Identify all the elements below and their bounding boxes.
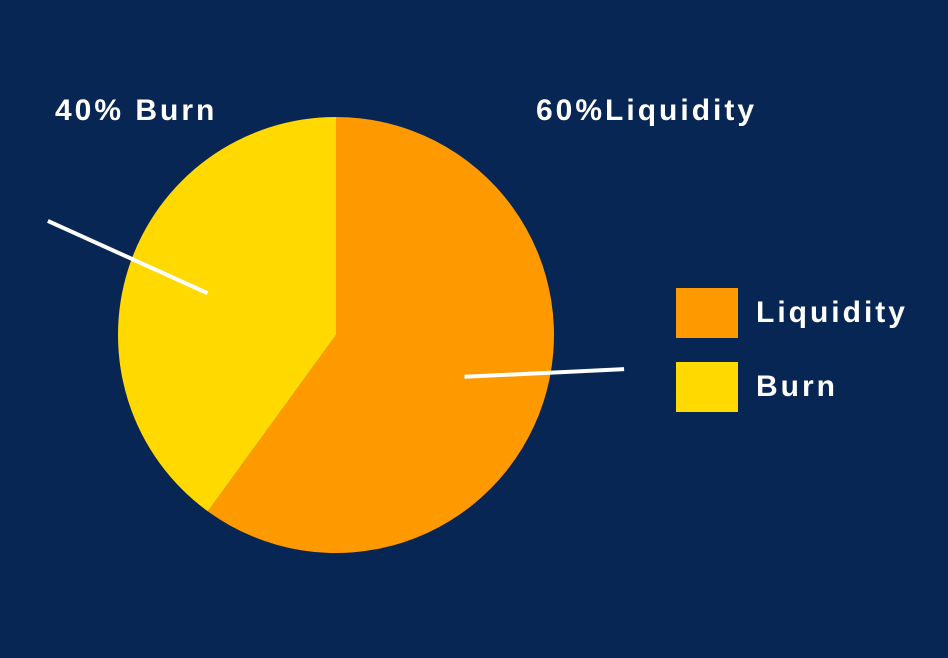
legend-item-liquidity: Liquidity (676, 288, 936, 338)
legend: Liquidity Burn (676, 288, 936, 436)
legend-item-burn: Burn (676, 362, 936, 412)
pie-slice-liquidity (207, 117, 554, 553)
annotation-liquidity: 60%Liquidity (536, 94, 758, 127)
annotation-burn: 40% Burn (55, 94, 218, 127)
pie-slice-burn (117, 117, 336, 512)
legend-label-burn: Burn (756, 370, 838, 403)
legend-swatch-burn (676, 362, 738, 412)
leader-line-liquidity (464, 367, 625, 379)
leader-line-burn (47, 219, 209, 296)
legend-swatch-liquidity (676, 288, 738, 338)
legend-label-liquidity: Liquidity (756, 296, 908, 329)
